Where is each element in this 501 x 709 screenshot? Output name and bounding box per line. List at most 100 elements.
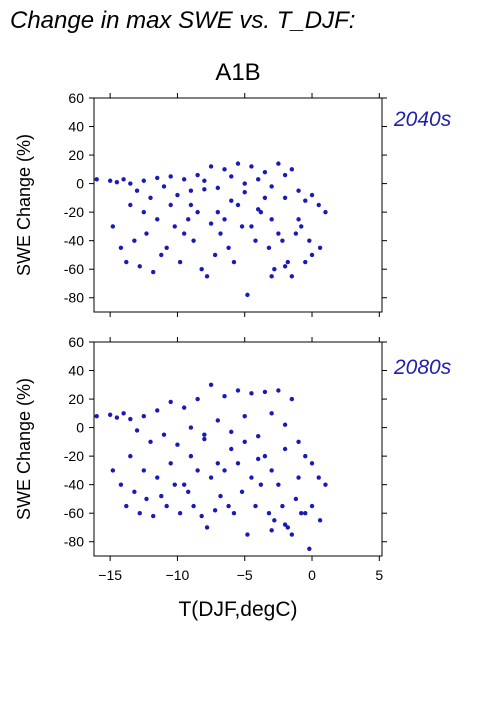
data-point — [161, 432, 167, 437]
y-tick-label: 20 — [68, 391, 84, 407]
data-point — [114, 415, 120, 420]
data-point — [94, 177, 99, 182]
data-point — [269, 528, 274, 533]
x-tick-label: −5 — [237, 567, 253, 583]
data-point — [303, 453, 308, 459]
data-point — [121, 177, 126, 182]
data-point — [296, 188, 301, 193]
data-point — [253, 503, 258, 509]
data-point — [229, 429, 234, 435]
data-point — [94, 413, 99, 419]
y-tick-label: -60 — [64, 261, 84, 277]
data-point — [168, 461, 173, 466]
data-point — [132, 238, 137, 243]
data-point — [186, 489, 191, 494]
data-point — [159, 252, 164, 258]
data-point — [172, 482, 177, 487]
x-axis-label: T(DJF,degC) — [178, 598, 297, 621]
y-tick-label: 60 — [68, 90, 84, 106]
data-point — [269, 217, 274, 222]
data-point — [245, 532, 250, 537]
data-point — [212, 508, 218, 513]
data-point — [289, 396, 295, 402]
data-point — [161, 184, 167, 189]
data-point — [141, 413, 146, 419]
data-point — [215, 418, 221, 423]
data-point — [132, 489, 137, 494]
data-point — [309, 461, 315, 466]
data-point — [155, 475, 160, 480]
data-point — [282, 522, 288, 527]
data-point — [231, 259, 237, 265]
data-point — [134, 188, 140, 193]
scatter-points-2040s — [94, 161, 328, 298]
data-point — [188, 425, 194, 430]
data-point — [144, 496, 149, 502]
data-point — [229, 174, 234, 179]
data-point — [249, 164, 254, 169]
data-point — [282, 172, 288, 178]
data-point — [285, 259, 290, 265]
data-point — [239, 224, 245, 229]
data-point — [151, 513, 156, 519]
data-point — [208, 221, 214, 226]
x-tick-label: −15 — [98, 567, 122, 583]
data-point — [124, 503, 129, 509]
data-point — [269, 184, 274, 189]
data-point — [289, 532, 295, 537]
data-point — [262, 453, 268, 459]
data-point — [168, 399, 173, 405]
data-point — [316, 475, 321, 480]
data-point — [269, 274, 274, 279]
data-point — [282, 446, 288, 452]
data-point — [317, 245, 323, 250]
data-point — [215, 209, 221, 215]
data-point — [293, 231, 299, 236]
data-point — [282, 264, 288, 269]
y-axis-label-2040s: SWE Change (%) — [14, 134, 34, 276]
data-point — [276, 161, 281, 166]
data-point — [258, 482, 264, 487]
data-point — [222, 167, 227, 172]
data-point — [222, 468, 227, 473]
data-point — [249, 475, 254, 480]
data-point — [168, 202, 173, 208]
data-point — [276, 231, 281, 236]
data-point — [195, 396, 200, 402]
y-tick-label: 20 — [68, 147, 84, 163]
data-point — [249, 224, 254, 229]
panel-2080s: 2080s 60 40 20 0 -20 -40 -60 -80 −15 −10 −5 0 5 SWE… — [14, 334, 452, 583]
panel-2040s: 2040s 60 40 20 0 -20 -40 -60 -80 SWE Change (%) — [14, 90, 452, 317]
data-point — [199, 513, 204, 519]
data-point — [231, 511, 237, 516]
page-title: Change in max SWE vs. T_DJF: — [10, 7, 355, 34]
data-point — [282, 195, 288, 201]
data-point — [172, 224, 177, 229]
data-point — [309, 192, 315, 198]
data-point — [235, 388, 241, 393]
data-point — [255, 177, 261, 182]
data-point — [289, 274, 295, 279]
data-point — [296, 217, 301, 222]
y-tick-label: -60 — [64, 505, 84, 521]
data-point — [296, 439, 301, 445]
y-tick-label: 40 — [68, 119, 84, 135]
data-point — [159, 493, 164, 499]
plot-frame-2080s — [93, 341, 383, 557]
plot-frame-2040s — [93, 97, 383, 313]
data-point — [299, 511, 304, 516]
data-point — [226, 245, 231, 250]
data-point — [309, 503, 315, 509]
y-tick-label: 40 — [68, 363, 84, 379]
data-point — [191, 503, 196, 509]
data-point — [181, 231, 187, 236]
data-point — [309, 252, 315, 258]
data-point — [253, 238, 258, 243]
data-point — [303, 259, 308, 265]
data-point — [235, 161, 241, 166]
data-point — [141, 468, 146, 473]
data-point — [121, 411, 126, 416]
data-point — [110, 468, 116, 473]
data-point — [262, 169, 268, 175]
data-point — [168, 174, 173, 179]
